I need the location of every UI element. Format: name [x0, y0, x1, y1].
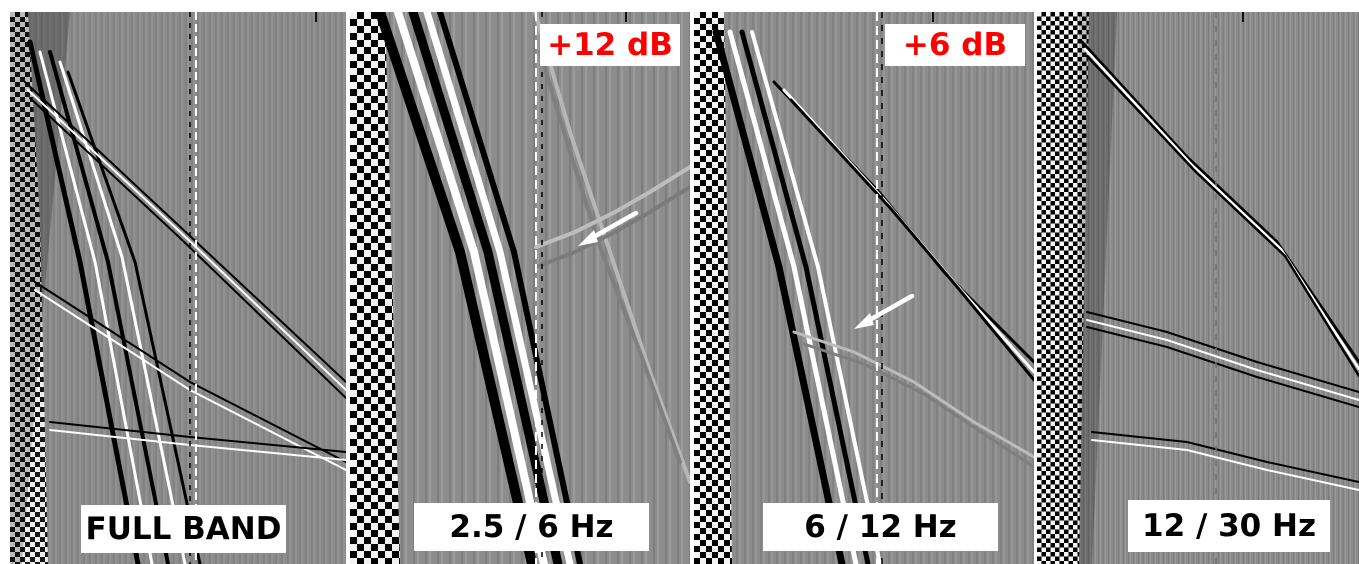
- panel-2p5-6hz: [350, 12, 690, 564]
- seismic-traces-6-12hz: [694, 12, 1034, 564]
- panel-label-full-band: FULL BAND: [81, 505, 286, 553]
- arrow-icon: [578, 210, 639, 246]
- panel-full-band: [10, 12, 346, 564]
- arrow-icon: [854, 293, 915, 329]
- panel-top-tick: [625, 12, 627, 22]
- seismic-traces-full-band: [10, 12, 346, 564]
- gain-label-2p5-6hz: +12 dB: [540, 24, 680, 66]
- panel-6-12hz: [694, 12, 1034, 564]
- panel-label-12-30hz: 12 / 30 Hz: [1128, 500, 1330, 552]
- panel-top-tick: [1242, 12, 1244, 22]
- panel-top-tick: [315, 12, 317, 22]
- panel-label-2p5-6hz: 2.5 / 6 Hz: [414, 503, 649, 551]
- panel-top-tick: [932, 12, 934, 22]
- seismic-traces-2p5-6hz: [350, 12, 690, 564]
- panel-12-30hz: [1037, 12, 1359, 564]
- panel-label-6-12hz: 6 / 12 Hz: [763, 503, 998, 551]
- seismic-traces-12-30hz: [1037, 12, 1359, 564]
- gain-label-6-12hz: +6 dB: [885, 24, 1025, 66]
